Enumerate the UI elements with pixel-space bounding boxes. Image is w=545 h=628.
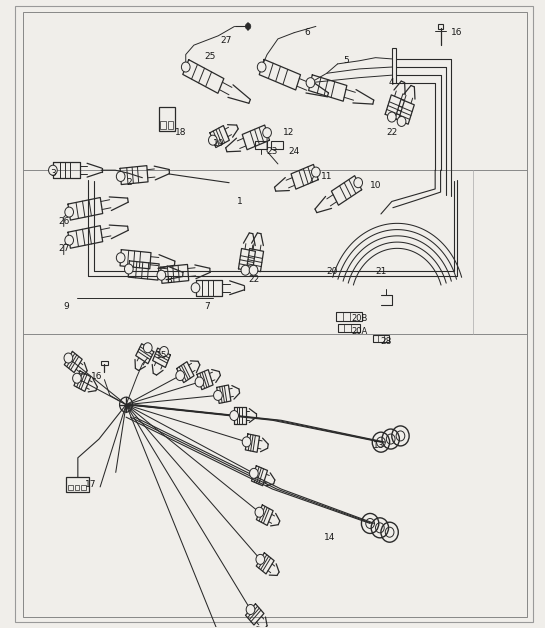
Bar [66,477,89,492]
Text: 7: 7 [204,302,210,311]
Bar [168,121,173,129]
Circle shape [176,371,185,381]
Text: 22: 22 [248,275,259,284]
Circle shape [116,171,125,181]
Circle shape [397,116,406,126]
Text: 3: 3 [50,169,56,178]
Circle shape [256,555,265,565]
Text: 20: 20 [326,267,338,276]
Circle shape [209,135,217,145]
Circle shape [181,62,190,72]
Bar [438,24,443,29]
Text: 5: 5 [343,57,349,65]
Text: 15: 15 [155,352,167,360]
Text: 16: 16 [451,28,463,37]
Circle shape [214,391,222,401]
Text: 2: 2 [126,178,132,187]
Circle shape [49,165,57,175]
Circle shape [250,468,258,479]
Circle shape [191,283,200,293]
Text: 28: 28 [380,337,392,346]
Text: 17: 17 [85,480,96,489]
Text: 26: 26 [58,217,69,226]
Circle shape [242,437,251,447]
Circle shape [143,343,152,353]
Text: 11: 11 [321,172,332,181]
Text: 4: 4 [389,78,395,87]
Circle shape [249,265,258,275]
Circle shape [245,23,251,30]
Bar [160,121,166,129]
Circle shape [157,270,166,280]
Circle shape [195,377,204,387]
Text: 27: 27 [58,244,69,253]
Bar [68,485,73,490]
Bar [271,141,283,149]
Bar [75,485,80,490]
Bar [101,361,108,365]
Text: 22: 22 [386,128,397,137]
Text: 19: 19 [213,139,224,148]
Text: 12: 12 [283,128,294,137]
Circle shape [306,78,315,88]
Text: 20A: 20A [351,327,367,336]
Circle shape [160,347,168,357]
Text: 9: 9 [64,302,69,311]
Text: 8: 8 [167,276,172,285]
Text: 10: 10 [370,181,382,190]
Circle shape [64,353,72,363]
Circle shape [124,264,133,274]
Circle shape [246,605,255,615]
Circle shape [387,112,396,122]
Bar [337,324,360,332]
Text: 6: 6 [305,28,311,37]
Circle shape [255,507,264,517]
Text: 24: 24 [288,147,300,156]
Text: 18: 18 [174,128,186,137]
Circle shape [72,373,81,383]
Circle shape [65,207,74,217]
Bar [159,107,175,131]
Text: 1: 1 [237,197,243,206]
Circle shape [354,178,362,188]
Bar [81,485,86,490]
Text: 14: 14 [324,533,335,542]
Circle shape [230,411,239,421]
Circle shape [263,127,271,138]
Text: 13: 13 [372,441,384,450]
Text: 23: 23 [267,147,278,156]
Text: 20B: 20B [351,314,367,323]
Circle shape [116,252,125,263]
Text: 25: 25 [204,52,216,61]
Bar [373,335,389,342]
Circle shape [257,62,266,72]
Text: 16: 16 [90,372,102,381]
Bar [392,48,396,83]
Text: 27: 27 [221,36,232,45]
Bar [255,141,267,149]
Circle shape [65,236,74,245]
Text: 21: 21 [376,267,386,276]
Bar [336,312,362,321]
Circle shape [241,265,250,275]
Circle shape [312,167,320,177]
